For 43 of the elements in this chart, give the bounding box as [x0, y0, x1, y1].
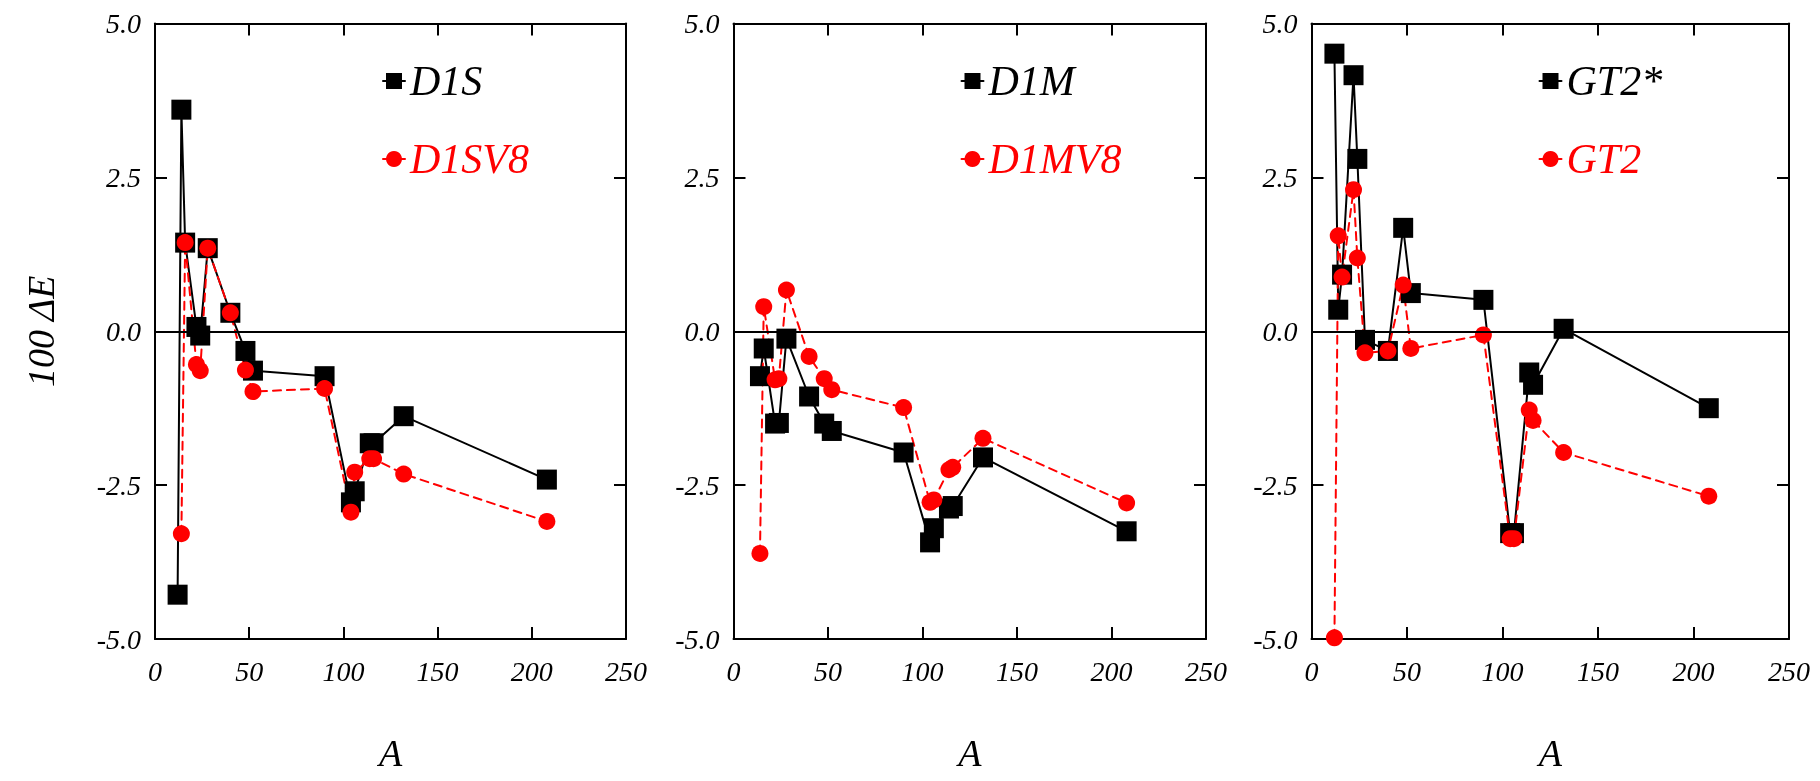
y-tick-label: 2.5	[684, 161, 720, 193]
y-tick-label: -5.0	[1253, 623, 1298, 655]
x-tick-label: 150	[996, 655, 1038, 687]
y-tick-label: -5.0	[675, 623, 720, 655]
x-tick-label: 250	[1185, 655, 1227, 687]
x-tick-label: 50	[1393, 655, 1421, 687]
y-tick-label: 5.0	[1262, 8, 1298, 39]
y-axis-title: 100 ΔE	[20, 275, 62, 387]
legend-label: GT2	[1566, 136, 1642, 182]
x-axis-title: A	[375, 732, 403, 774]
x-tick-label: 100	[901, 655, 944, 687]
y-tick-label: -5.0	[96, 623, 141, 655]
x-tick-label: 0	[726, 655, 741, 687]
x-tick-label: 250	[605, 655, 647, 687]
y-tick-label: 0.0	[684, 315, 720, 347]
legend-label: D1SV8	[409, 136, 529, 182]
y-tick-label: 0.0	[106, 315, 141, 347]
y-tick-label: 2.5	[106, 161, 141, 193]
x-tick-label: 200	[1090, 655, 1133, 687]
legend-label: D1M	[987, 58, 1077, 104]
legend-label: D1S	[409, 58, 483, 104]
legend-label: GT2*	[1566, 58, 1663, 104]
y-tick-label: -2.5	[96, 469, 141, 501]
y-tick-label: 0.0	[1262, 315, 1298, 347]
x-axis-title: A	[955, 732, 983, 774]
x-tick-label: 200	[1672, 655, 1715, 687]
x-tick-label: 50	[235, 655, 264, 687]
y-tick-label: 2.5	[1262, 161, 1298, 193]
x-tick-label: 250	[1768, 655, 1810, 687]
x-tick-label: 50	[814, 655, 842, 687]
x-tick-label: 150	[416, 655, 459, 687]
x-tick-label: 150	[1577, 655, 1619, 687]
x-axis-title: A	[1535, 732, 1563, 774]
y-tick-label: 5.0	[684, 8, 720, 39]
x-tick-label: 0	[148, 655, 162, 687]
x-tick-label: 100	[1481, 655, 1524, 687]
y-tick-label: -2.5	[1253, 469, 1298, 501]
x-tick-label: 100	[322, 655, 365, 687]
y-tick-label: 5.0	[106, 8, 141, 39]
y-tick-label: -2.5	[675, 469, 720, 501]
legend-label: D1MV8	[987, 136, 1122, 182]
x-tick-label: 0	[1304, 655, 1319, 687]
x-tick-label: 200	[510, 655, 553, 687]
